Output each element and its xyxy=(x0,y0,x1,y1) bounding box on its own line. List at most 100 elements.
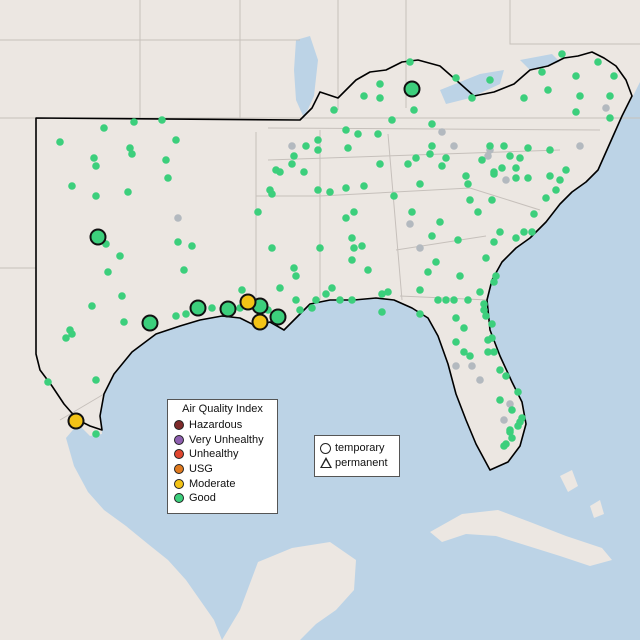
monitor-marker-good[interactable] xyxy=(452,74,460,82)
monitor-marker-good[interactable] xyxy=(468,94,476,102)
monitor-marker-good[interactable] xyxy=(572,72,580,80)
monitor-marker-good[interactable] xyxy=(314,146,322,154)
monitor-marker-good[interactable] xyxy=(486,76,494,84)
monitor-marker-good[interactable] xyxy=(388,116,396,124)
monitor-marker-good[interactable] xyxy=(552,186,560,194)
monitor-marker-good[interactable] xyxy=(516,154,524,162)
monitor-marker-good[interactable] xyxy=(498,164,506,172)
monitor-marker-good[interactable] xyxy=(496,228,504,236)
monitor-marker-good[interactable] xyxy=(360,92,368,100)
monitor-marker-good[interactable] xyxy=(594,58,602,66)
monitor-marker-good[interactable] xyxy=(490,238,498,246)
monitor-marker-good[interactable] xyxy=(330,106,338,114)
monitor-marker-good[interactable] xyxy=(92,430,100,438)
monitor-marker-good[interactable] xyxy=(116,252,124,260)
monitor-marker-good[interactable] xyxy=(344,144,352,152)
monitor-marker-good[interactable] xyxy=(478,156,486,164)
monitor-marker-good[interactable] xyxy=(376,160,384,168)
monitor-marker-good[interactable] xyxy=(316,244,324,252)
monitor-marker-good[interactable] xyxy=(520,94,528,102)
monitor-marker-good[interactable] xyxy=(90,154,98,162)
monitor-marker-good[interactable] xyxy=(512,174,520,182)
monitor-marker-inactive[interactable] xyxy=(484,152,492,160)
monitor-marker-good[interactable] xyxy=(162,156,170,164)
monitor-marker-good[interactable] xyxy=(428,232,436,240)
monitor-marker-good[interactable] xyxy=(416,286,424,294)
monitor-marker-good[interactable] xyxy=(524,174,532,182)
monitor-marker-good[interactable] xyxy=(484,336,492,344)
monitor-marker-inactive[interactable] xyxy=(500,416,508,424)
monitor-marker-good[interactable] xyxy=(44,378,52,386)
monitor-marker-good[interactable] xyxy=(572,108,580,116)
monitor-marker-good[interactable] xyxy=(412,154,420,162)
monitor-marker-good[interactable] xyxy=(290,152,298,160)
monitor-marker-good[interactable] xyxy=(302,142,310,150)
monitor-marker-good[interactable] xyxy=(164,174,172,182)
monitor-marker-good[interactable] xyxy=(416,180,424,188)
monitor-marker-good[interactable] xyxy=(524,144,532,152)
monitor-marker-inactive[interactable] xyxy=(174,214,182,222)
monitor-marker-good[interactable] xyxy=(502,440,510,448)
monitor-marker-good[interactable] xyxy=(442,296,450,304)
monitor-marker-good[interactable] xyxy=(322,290,330,298)
monitor-marker-good[interactable] xyxy=(364,266,372,274)
monitor-marker-good[interactable] xyxy=(182,310,190,318)
monitor-marker-good[interactable] xyxy=(342,126,350,134)
monitor-marker-good[interactable] xyxy=(606,114,614,122)
monitor-marker-good[interactable] xyxy=(466,196,474,204)
monitor-marker-good[interactable] xyxy=(438,162,446,170)
monitor-marker-good[interactable] xyxy=(610,72,618,80)
monitor-marker-inactive[interactable] xyxy=(450,142,458,150)
monitor-marker-good[interactable] xyxy=(118,292,126,300)
monitor-marker-good[interactable] xyxy=(188,242,196,250)
monitor-marker-good[interactable] xyxy=(292,272,300,280)
monitor-marker-good[interactable] xyxy=(576,92,584,100)
monitor-marker-good[interactable] xyxy=(520,228,528,236)
monitor-marker-good[interactable] xyxy=(348,256,356,264)
monitor-marker-good-large[interactable] xyxy=(403,80,421,98)
monitor-marker-good[interactable] xyxy=(474,208,482,216)
monitor-marker-good[interactable] xyxy=(488,320,496,328)
monitor-marker-good-large[interactable] xyxy=(189,299,207,317)
monitor-marker-good[interactable] xyxy=(512,164,520,172)
monitor-marker-good[interactable] xyxy=(500,142,508,150)
monitor-marker-good[interactable] xyxy=(296,306,304,314)
monitor-marker-good[interactable] xyxy=(480,300,488,308)
monitor-marker-good[interactable] xyxy=(476,288,484,296)
monitor-marker-good[interactable] xyxy=(376,80,384,88)
monitor-marker-good[interactable] xyxy=(454,236,462,244)
monitor-marker-good[interactable] xyxy=(460,348,468,356)
monitor-marker-inactive[interactable] xyxy=(406,220,414,228)
monitor-marker-good[interactable] xyxy=(68,330,76,338)
monitor-marker-moderate-large[interactable] xyxy=(67,412,85,430)
monitor-marker-good[interactable] xyxy=(452,338,460,346)
monitor-marker-inactive[interactable] xyxy=(476,376,484,384)
monitor-marker-good[interactable] xyxy=(506,428,514,436)
monitor-marker-good[interactable] xyxy=(432,258,440,266)
monitor-marker-good-large[interactable] xyxy=(219,300,237,318)
monitor-marker-good[interactable] xyxy=(378,290,386,298)
monitor-marker-good[interactable] xyxy=(158,116,166,124)
monitor-marker-good[interactable] xyxy=(506,152,514,160)
monitor-marker-good[interactable] xyxy=(62,334,70,342)
monitor-marker-good[interactable] xyxy=(482,312,490,320)
monitor-marker-good[interactable] xyxy=(276,168,284,176)
monitor-marker-good[interactable] xyxy=(292,296,300,304)
monitor-marker-good[interactable] xyxy=(442,154,450,162)
monitor-marker-good[interactable] xyxy=(180,266,188,274)
monitor-marker-good[interactable] xyxy=(490,348,498,356)
monitor-marker-good[interactable] xyxy=(350,208,358,216)
monitor-marker-good[interactable] xyxy=(556,176,564,184)
monitor-marker-good[interactable] xyxy=(208,304,216,312)
monitor-marker-good[interactable] xyxy=(254,208,262,216)
monitor-marker-good[interactable] xyxy=(488,196,496,204)
monitor-marker-good[interactable] xyxy=(350,244,358,252)
monitor-marker-good[interactable] xyxy=(528,228,536,236)
monitor-marker-good[interactable] xyxy=(546,172,554,180)
monitor-marker-inactive[interactable] xyxy=(288,142,296,150)
monitor-marker-good[interactable] xyxy=(92,162,100,170)
monitor-marker-good[interactable] xyxy=(480,306,488,314)
monitor-marker-good[interactable] xyxy=(378,308,386,316)
monitor-marker-good[interactable] xyxy=(328,284,336,292)
